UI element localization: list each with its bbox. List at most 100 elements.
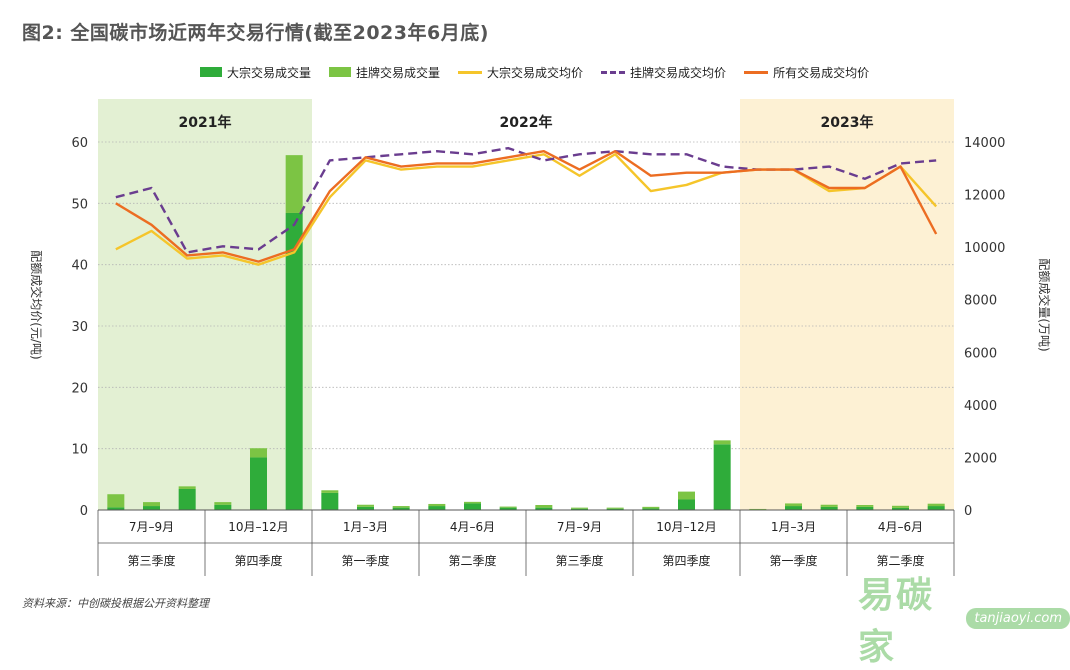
y-right-tick-label: 0 [964,504,972,519]
bar-listed-volume [357,504,374,507]
legend-swatch-listed-price [601,70,626,74]
bar-listed-volume [428,503,446,507]
line-all-price [115,149,938,263]
bar-listed-volume [678,491,695,500]
y-left-tick-label: 20 [71,381,88,396]
bar-bulk-volume [785,506,802,510]
y-left-tick-label: 50 [71,197,88,212]
year-band-2 [740,99,954,510]
bar-bulk-volume [250,457,267,510]
bar-bulk-volume [285,212,303,510]
legend-item-listed-volume: 挂牌交易成交量 [329,64,440,81]
y-left-tick-label: 30 [71,320,88,335]
legend-swatch-bulk-volume [200,67,222,77]
y-right-tick-label: 2000 [964,451,997,466]
bar-listed-volume [642,506,660,509]
year-band-label: 2022年 [500,114,553,131]
y-left-tick-label: 40 [71,259,88,274]
bar-listed-volume [535,505,553,508]
bar-listed-volume [321,490,339,493]
bar-listed-volume [927,503,945,507]
y-right-tick-label: 14000 [964,136,1005,151]
bar-bulk-volume [321,492,339,510]
y-left-tick-label: 10 [71,443,88,458]
x-tick-label-month: 4月–6月 [450,520,495,534]
watermark-text: 易碳家 [858,575,935,668]
bar-bulk-volume [535,507,553,510]
bar-bulk-volume [713,444,731,510]
x-tick-label-quarter: 第四季度 [234,553,282,568]
year-band-0 [98,99,312,510]
y-right-axis-title: 配额成交量(万吨) [1037,258,1052,351]
y-right-tick-label: 10000 [964,241,1005,256]
bar-bulk-volume [214,504,232,510]
bar-listed-volume [820,504,838,507]
legend-label-bulk-volume: 大宗交易成交量 [227,65,312,80]
bar-bulk-volume [892,507,909,510]
legend-item-all-price: 所有交易成交均价 [744,64,869,81]
y-right-tick-label: 6000 [964,346,997,361]
bar-listed-volume [606,507,624,509]
legend-item-bulk-price: 大宗交易成交均价 [458,64,583,81]
x-tick-label-month: 10月–12月 [228,520,289,534]
legend-swatch-bulk-price [458,70,483,74]
y-left-tick-label: 60 [71,136,88,151]
x-tick-label-month: 7月–9月 [557,520,602,534]
x-tick-label-quarter: 第一季度 [341,553,389,568]
bar-listed-volume [178,486,196,489]
bar-bulk-volume [820,506,838,510]
x-tick-label-quarter: 第三季度 [555,553,603,568]
bar-listed-volume [571,507,588,509]
year-band-label: 2021年 [179,114,232,131]
x-tick-label-month: 1月–3月 [343,520,388,534]
y-left-tick-label: 0 [80,504,88,519]
x-tick-label-month: 7月–9月 [129,520,174,534]
x-tick-label-month: 10月–12月 [656,520,717,534]
watermark-tag: tanjiaoyi.com [966,607,1070,629]
x-tick-label-quarter: 第二季度 [448,553,496,568]
bar-listed-volume [143,502,160,507]
bar-listed-volume [107,494,125,508]
legend-label-listed-price: 挂牌交易成交均价 [630,65,727,80]
bar-listed-volume [713,440,731,445]
x-tick-label-quarter: 第二季度 [876,553,924,568]
y-right-tick-label: 12000 [964,189,1005,204]
y-right-tick-label: 8000 [964,294,997,309]
bar-bulk-volume [571,508,588,510]
legend-label-bulk-price: 大宗交易成交均价 [487,65,584,80]
y-right-tick-label: 4000 [964,399,997,414]
chart-title: 图2: 全国碳市场近两年交易行情(截至2023年6月底) [22,22,489,44]
chart-legend: 大宗交易成交量 挂牌交易成交量 大宗交易成交均价 挂牌交易成交均价 所有交易成交… [200,64,887,80]
bar-listed-volume [285,155,303,213]
x-tick-label-month: 4月–6月 [878,520,923,534]
bar-bulk-volume [357,506,374,510]
bar-listed-volume [499,506,517,508]
legend-label-all-price: 所有交易成交均价 [773,65,870,80]
bar-bulk-volume [856,506,874,510]
bar-listed-volume [250,448,267,458]
y-left-axis-title: 配额成交均价(元/吨) [29,250,44,359]
bar-bulk-volume [606,508,624,510]
x-tick-label-quarter: 第三季度 [127,553,175,568]
legend-item-bulk-volume: 大宗交易成交量 [200,64,311,81]
legend-label-listed-volume: 挂牌交易成交量 [356,65,441,80]
legend-swatch-listed-volume [329,67,352,77]
bar-listed-volume [464,501,481,504]
bar-listed-volume [214,502,232,505]
x-tick-label-quarter: 第一季度 [769,553,817,568]
bar-listed-volume [392,506,410,508]
watermark-logo: 易碳家 tanjiaoyi.com [858,566,1070,670]
bar-bulk-volume [499,507,517,510]
bar-bulk-volume [143,506,160,510]
bar-bulk-volume [107,507,125,510]
bar-bulk-volume [428,506,446,510]
bar-bulk-volume [642,508,660,510]
bar-bulk-volume [178,488,196,510]
bar-listed-volume [749,508,767,510]
year-band-label: 2023年 [821,114,874,131]
x-tick-label-quarter: 第四季度 [662,553,710,568]
bar-listed-volume [892,505,909,508]
chart-canvas: 2021年 2022年 2023年 0 10 20 30 40 50 60 0 2000 4000 600… [29,99,1052,576]
bar-bulk-volume [678,499,695,510]
bar-listed-volume [856,505,874,507]
